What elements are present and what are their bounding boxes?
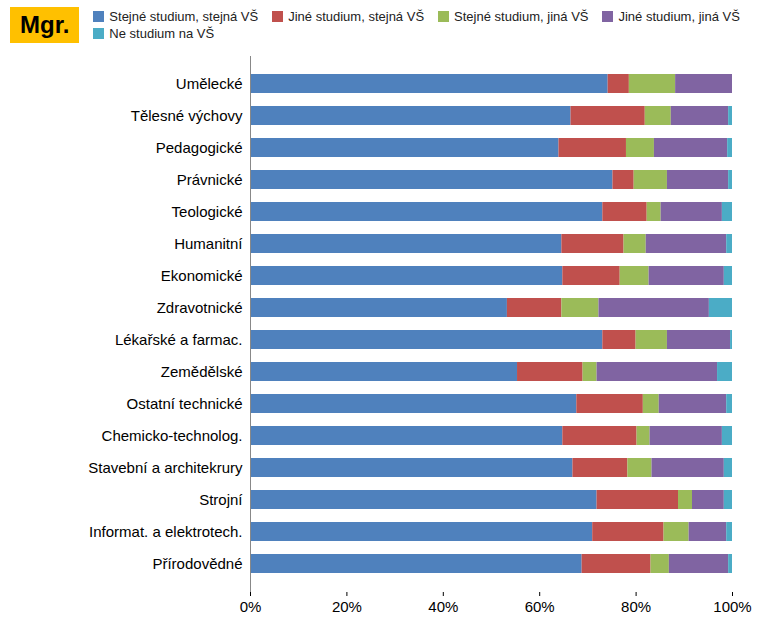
svg-text:0%: 0% — [240, 598, 262, 615]
html-text:Stejné studium, jiná VŠ: Stejné studium, jiná VŠ — [454, 9, 589, 24]
svg-text:100%: 100% — [713, 598, 751, 615]
svg-text:Ekonomické: Ekonomické — [161, 267, 243, 284]
svg-text:80%: 80% — [621, 598, 651, 615]
html-text:Jiné studium, stejná VŠ: Jiné studium, stejná VŠ — [288, 9, 425, 24]
svg-text:Tělesné výchovy: Tělesné výchovy — [131, 107, 243, 124]
html-text:Stejné studium, stejná VŠ: Stejné studium, stejná VŠ — [109, 9, 259, 24]
svg-text:Stavební a architekrury: Stavební a architekrury — [88, 459, 243, 476]
svg-text:Chemicko-technolog.: Chemicko-technolog. — [102, 427, 243, 444]
svg-text:20%: 20% — [332, 598, 362, 615]
svg-text:Humanitní: Humanitní — [174, 235, 243, 252]
html-text:Mgr.: Mgr. — [20, 11, 70, 38]
svg-text:Teologické: Teologické — [172, 203, 243, 220]
svg-text:Zemědělské: Zemědělské — [161, 363, 243, 380]
svg-text:Umělecké: Umělecké — [176, 75, 243, 92]
svg-text:Strojní: Strojní — [199, 491, 243, 508]
svg-text:Zdravotnické: Zdravotnické — [157, 299, 243, 316]
svg-text:Lékařské a farmac.: Lékařské a farmac. — [115, 331, 243, 348]
svg-text:Pedagogické: Pedagogické — [156, 139, 243, 156]
svg-text:Právnické: Právnické — [177, 171, 243, 188]
svg-text:40%: 40% — [428, 598, 458, 615]
svg-text:Přírodovědné: Přírodovědné — [152, 555, 242, 572]
html-text:Jiné studium, jiná VŠ: Jiné studium, jiná VŠ — [618, 9, 740, 24]
svg-text:Informat. a elektrotech.: Informat. a elektrotech. — [89, 523, 242, 540]
html-text:Ne studium na VŠ: Ne studium na VŠ — [109, 26, 215, 41]
svg-text:Ostatní technické: Ostatní technické — [127, 395, 243, 412]
svg-text:60%: 60% — [525, 598, 555, 615]
